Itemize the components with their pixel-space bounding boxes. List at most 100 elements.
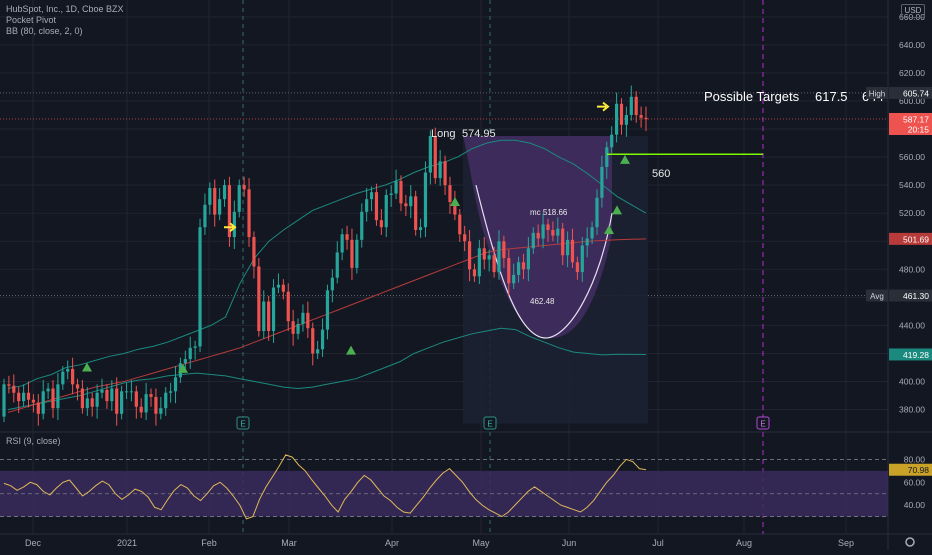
support-value-label: 560 xyxy=(652,168,670,180)
candle-body xyxy=(477,248,481,277)
rsi-axis-tick: 60.00 xyxy=(904,477,926,487)
candle-body xyxy=(570,239,575,263)
candle-body xyxy=(227,185,232,238)
time-axis-tick: 2021 xyxy=(117,538,137,548)
candle-body xyxy=(257,266,261,332)
candle-body xyxy=(624,115,628,125)
candle-body xyxy=(600,166,604,198)
candle-body xyxy=(350,239,354,268)
candle-body xyxy=(115,388,119,414)
candle-body xyxy=(423,172,428,228)
candle-body xyxy=(605,147,609,167)
price-label-value: 501.69 xyxy=(903,234,929,244)
candle-body xyxy=(639,115,643,118)
candle-body xyxy=(7,384,11,386)
candle-body xyxy=(169,391,173,393)
candle-body xyxy=(36,402,40,414)
candle-body xyxy=(193,346,197,348)
candle-body xyxy=(90,398,94,407)
price-label-value: 587.17 xyxy=(903,114,929,124)
earnings-marker-label: E xyxy=(240,420,245,429)
candle-body xyxy=(110,388,114,402)
candle-body xyxy=(340,234,344,253)
candle-body xyxy=(316,349,320,354)
currency-badge[interactable]: USD xyxy=(901,4,925,18)
candle-body xyxy=(526,248,530,270)
target-1-label: 617.5 xyxy=(815,89,848,104)
candle-body xyxy=(551,230,555,236)
candle-body xyxy=(614,103,619,135)
price-axis-tick: 440.00 xyxy=(899,320,925,330)
targets-label: Possible Targets xyxy=(704,89,800,104)
candle-body xyxy=(531,232,535,249)
candle-body xyxy=(365,199,369,212)
candle-body xyxy=(428,136,432,173)
rsi-indicator-label: RSI (9, close) xyxy=(6,436,61,446)
candle-body xyxy=(252,237,256,267)
rsi-axis-tick: 80.00 xyxy=(904,454,926,464)
symbol-title: HubSpot, Inc., 1D, Cboe BZX xyxy=(6,4,124,14)
rsi-last-value: 70.98 xyxy=(908,465,930,475)
candle-body xyxy=(267,301,271,332)
long-label: Long xyxy=(431,128,455,140)
time-axis-tick: Jun xyxy=(562,538,577,548)
earnings-marker-label: E xyxy=(487,420,492,429)
candle-body xyxy=(629,96,633,116)
candle-body xyxy=(585,238,589,246)
candle-body xyxy=(580,245,584,273)
candle-body xyxy=(61,371,65,385)
price-axis-label: 461.30 Avg xyxy=(866,289,932,302)
candle-body xyxy=(575,262,579,273)
candle-body xyxy=(247,189,251,238)
candle-body xyxy=(590,227,594,239)
candle-body xyxy=(188,347,192,360)
candle-body xyxy=(404,203,408,207)
candle-body xyxy=(46,388,50,392)
candle-body xyxy=(565,239,570,256)
candle-body xyxy=(325,290,330,330)
signal-arrow-icon xyxy=(597,101,610,112)
earnings-marker: E xyxy=(756,416,770,430)
settings-gear-icon[interactable] xyxy=(905,537,915,547)
candle-body xyxy=(2,384,6,417)
candle-body xyxy=(222,185,227,200)
pocket-pivot-marker xyxy=(346,345,356,355)
candle-body xyxy=(507,258,511,284)
candle-body xyxy=(213,187,217,215)
candle-body xyxy=(418,227,423,231)
candle-body xyxy=(95,392,99,407)
candle-body xyxy=(237,185,241,212)
candle-body xyxy=(242,185,246,190)
price-label-tag: High xyxy=(869,89,885,98)
candle-body xyxy=(541,224,545,239)
candle-body xyxy=(335,252,339,278)
pocket-pivot-marker xyxy=(450,196,460,206)
candle-body xyxy=(149,394,153,397)
candle-body xyxy=(41,391,45,414)
price-label-value: 419.28 xyxy=(903,350,929,360)
candle-body xyxy=(139,406,143,413)
candle-body xyxy=(433,136,437,179)
long-value: 574.95 xyxy=(462,128,496,140)
earnings-marker-label: E xyxy=(760,420,765,429)
candle-body xyxy=(619,103,624,125)
candle-body xyxy=(203,204,207,228)
candle-body xyxy=(198,227,202,347)
time-axis-tick: Aug xyxy=(736,538,752,548)
candle-body xyxy=(291,321,295,334)
time-axis-tick: Dec xyxy=(25,538,42,548)
candle-body xyxy=(164,392,168,409)
candle-body xyxy=(497,241,501,273)
chart-legend: HubSpot, Inc., 1D, Cboe BZX Pocket Pivot… xyxy=(6,4,124,37)
candle-body xyxy=(22,392,26,402)
candle-body xyxy=(463,234,467,242)
price-axis-tick: 400.00 xyxy=(899,377,925,387)
candle-body xyxy=(75,384,80,389)
pocket-pivot-marker xyxy=(178,363,188,373)
price-axis-label: 605.74 High xyxy=(866,86,932,99)
price-axis-tick: 520.00 xyxy=(899,208,925,218)
candle-body xyxy=(173,377,178,392)
candle-body xyxy=(120,391,124,414)
